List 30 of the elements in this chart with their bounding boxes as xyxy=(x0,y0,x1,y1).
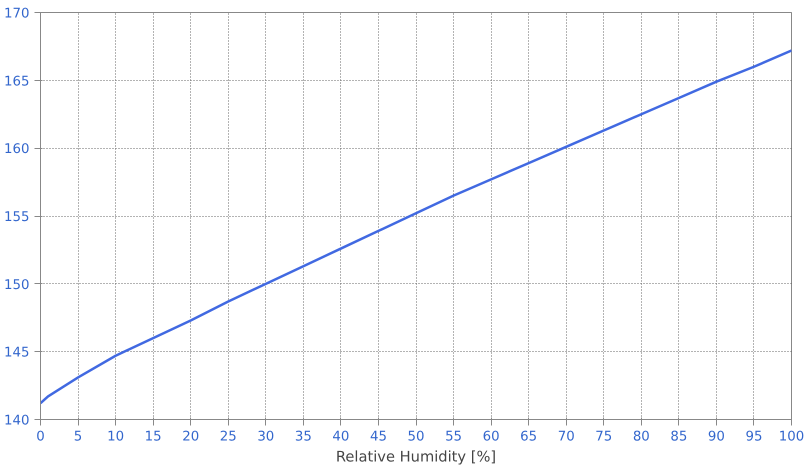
x-tick-label: 25 xyxy=(220,430,237,444)
y-tick-label: 170 xyxy=(4,6,30,22)
x-tick-label: 80 xyxy=(632,430,650,444)
x-axis-title: Relative Humidity [%] xyxy=(336,448,496,466)
x-tick-label: 90 xyxy=(708,430,725,444)
x-tick-label: 55 xyxy=(445,430,462,444)
y-tick-label: 140 xyxy=(4,414,30,428)
x-tick-label: 5 xyxy=(74,430,82,444)
x-tick-label: 65 xyxy=(520,430,538,444)
x-tick-label: 100 xyxy=(778,430,804,444)
x-tick-label: 95 xyxy=(745,430,762,444)
y-tick-label: 145 xyxy=(4,346,30,361)
x-tick-label: 45 xyxy=(370,430,387,444)
y-tick-label: 155 xyxy=(4,210,30,225)
x-tick-label: 0 xyxy=(36,430,45,444)
x-tick-label: 85 xyxy=(670,430,688,444)
y-tick-label: 160 xyxy=(4,142,30,158)
x-tick-label: 30 xyxy=(257,430,274,444)
y-tick-label: 150 xyxy=(4,278,30,293)
x-tick-label: 75 xyxy=(595,430,612,444)
x-tick-label: 40 xyxy=(332,430,350,444)
y-tick-label: 165 xyxy=(4,74,30,90)
x-tick-label: 60 xyxy=(482,430,500,444)
x-tick-label: 35 xyxy=(294,430,312,444)
x-tick-label: 10 xyxy=(107,430,124,444)
x-tick-label: 20 xyxy=(182,430,200,444)
x-tick-label: 15 xyxy=(144,430,162,444)
x-tick-label: 70 xyxy=(558,430,575,444)
line-series xyxy=(40,49,792,404)
x-tick-label: 50 xyxy=(408,430,424,444)
